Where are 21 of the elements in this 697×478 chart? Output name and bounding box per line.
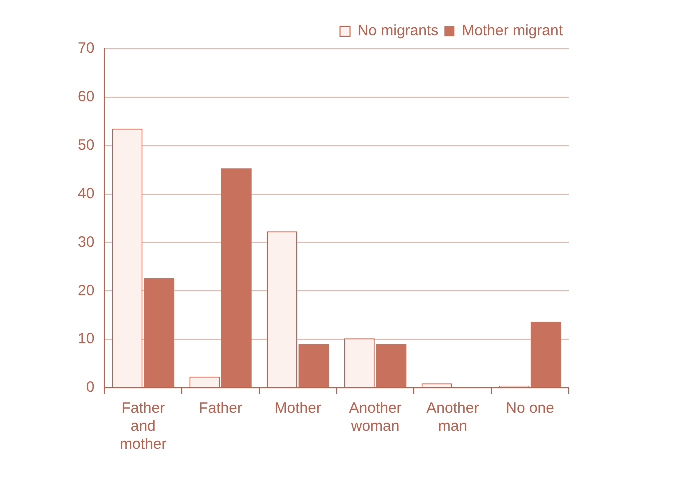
x-tick-label: Father and mother bbox=[120, 400, 167, 454]
x-tick-label: No one bbox=[506, 400, 554, 418]
legend-label: Mother migrant bbox=[462, 22, 564, 40]
y-tick-label: 50 bbox=[78, 137, 95, 154]
y-tick-label: 0 bbox=[86, 379, 95, 396]
x-tick-label: Mother bbox=[274, 400, 322, 418]
y-tick-label: 30 bbox=[78, 234, 95, 251]
x-tick-label: Father bbox=[199, 400, 242, 418]
y-tick-label: 60 bbox=[78, 88, 95, 106]
x-tick-label: Another woman bbox=[349, 400, 402, 436]
legend-label: No migrants bbox=[358, 22, 439, 40]
y-tick-label: 20 bbox=[78, 282, 95, 300]
bar bbox=[376, 344, 407, 388]
y-tick-label: 70 bbox=[78, 40, 95, 58]
bar bbox=[298, 344, 330, 388]
y-tick-label: 10 bbox=[78, 330, 95, 348]
y-tick-label: 40 bbox=[78, 185, 95, 202]
bar bbox=[221, 168, 252, 388]
bar bbox=[530, 322, 562, 388]
x-tick-label: Another man bbox=[426, 400, 480, 436]
bar bbox=[144, 278, 174, 388]
